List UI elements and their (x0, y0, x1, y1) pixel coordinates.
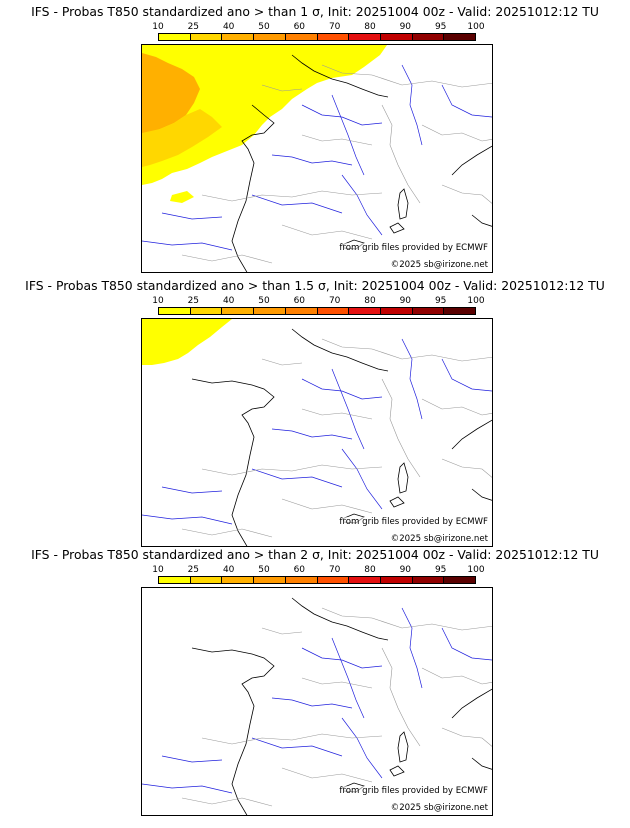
colorbar-swatch (222, 308, 255, 314)
panel-title: IFS - Probas T850 standardized ano > tha… (31, 547, 599, 562)
colorbar-swatch (222, 577, 255, 583)
colorbar-tick: 25 (187, 22, 200, 32)
map-frame: from grib files provided by ECMWF ©2025 … (141, 44, 493, 273)
colorbar-tick: 100 (467, 296, 485, 306)
colorbar-tick: 60 (293, 22, 306, 32)
colorbar-tick: 50 (258, 22, 270, 32)
colorbar-tick: 40 (222, 296, 235, 306)
colorbar (158, 576, 476, 584)
colorbar-swatch (190, 34, 223, 40)
map-panel-3: IFS - Probas T850 standardized ano > tha… (0, 547, 630, 817)
border-lines (181, 64, 492, 264)
colorbar-swatch (317, 34, 350, 40)
colorbar-tick: 100 (467, 22, 485, 32)
colorbar-swatch (254, 308, 286, 314)
colorbar-tick: 90 (399, 296, 412, 306)
colorbar-swatch (349, 308, 381, 314)
colorbar-tick: 40 (222, 22, 235, 32)
colorbar-tick: 70 (328, 296, 341, 306)
colorbar-tick: 80 (364, 296, 376, 306)
credit-copyright: ©2025 sb@irizone.net (390, 803, 488, 813)
credit-source: from grib files provided by ECMWF (339, 517, 488, 527)
colorbar-swatch (159, 308, 191, 314)
colorbar (158, 33, 476, 41)
panel-title: IFS - Probas T850 standardized ano > tha… (31, 4, 599, 19)
colorbar-swatch (285, 308, 318, 314)
colorbar-swatch (190, 308, 223, 314)
map-frame: from grib files provided by ECMWF ©2025 … (141, 587, 493, 816)
colorbar-swatch (444, 308, 476, 314)
colorbar-tick: 90 (399, 565, 412, 575)
colorbar-swatch (317, 577, 350, 583)
map-panel-1: IFS - Probas T850 standardized ano > tha… (0, 4, 630, 274)
credit-copyright: ©2025 sb@irizone.net (390, 534, 488, 544)
probability-zone-yellow-patch (170, 191, 194, 203)
colorbar-swatch (412, 577, 445, 583)
colorbar-tick: 95 (434, 565, 447, 575)
credit-copyright: ©2025 sb@irizone.net (390, 260, 488, 270)
river-lines (142, 607, 492, 794)
colorbar-swatch (380, 577, 413, 583)
colorbar-tick: 10 (152, 296, 164, 306)
panel-title: IFS - Probas T850 standardized ano > tha… (25, 278, 605, 293)
colorbar-tick: 40 (222, 565, 235, 575)
colorbar-swatch (412, 308, 445, 314)
colorbar-tick: 80 (364, 565, 376, 575)
colorbar-swatch (380, 34, 413, 40)
river-lines (142, 338, 492, 525)
credit-source: from grib files provided by ECMWF (339, 243, 488, 253)
coastline (191, 328, 492, 546)
probability-map (142, 597, 492, 815)
colorbar-swatch (159, 577, 191, 583)
probability-zone-yellow (142, 319, 232, 365)
colorbar-swatch (159, 34, 191, 40)
colorbar-tick: 70 (328, 22, 341, 32)
colorbar-tick: 60 (293, 565, 306, 575)
probability-map (142, 319, 492, 546)
colorbar (158, 307, 476, 315)
colorbar-labels: 10 25 40 50 60 70 80 90 95 100 (152, 565, 484, 577)
colorbar-swatch (190, 577, 223, 583)
colorbar-swatch (317, 308, 350, 314)
colorbar-swatch (254, 577, 286, 583)
colorbar-tick: 10 (152, 22, 164, 32)
map-frame: from grib files provided by ECMWF ©2025 … (141, 318, 493, 547)
colorbar-swatch (254, 34, 286, 40)
colorbar-swatch (222, 34, 255, 40)
colorbar-tick: 50 (258, 565, 270, 575)
colorbar-tick: 95 (434, 296, 447, 306)
probability-zone-light-orange (142, 109, 222, 167)
colorbar-swatch (285, 34, 318, 40)
colorbar-swatch (444, 577, 476, 583)
colorbar-tick: 80 (364, 22, 376, 32)
colorbar-swatch (349, 577, 381, 583)
colorbar-tick: 100 (467, 565, 485, 575)
colorbar-swatch (444, 34, 476, 40)
colorbar-tick: 90 (399, 22, 412, 32)
probability-zone-orange (142, 53, 200, 135)
colorbar-swatch (349, 34, 381, 40)
border-lines (181, 338, 492, 538)
map-panel-2: IFS - Probas T850 standardized ano > tha… (0, 278, 630, 548)
coastline (191, 597, 492, 815)
colorbar-tick: 10 (152, 565, 164, 575)
colorbar-swatch (380, 308, 413, 314)
colorbar-tick: 25 (187, 296, 200, 306)
river-lines (142, 64, 492, 251)
colorbar-tick: 70 (328, 565, 341, 575)
colorbar-tick: 60 (293, 296, 306, 306)
colorbar-labels: 10 25 40 50 60 70 80 90 95 100 (152, 296, 484, 308)
probability-map (142, 45, 492, 272)
colorbar-swatch (412, 34, 445, 40)
colorbar-tick: 25 (187, 565, 200, 575)
colorbar-tick: 50 (258, 296, 270, 306)
colorbar-tick: 95 (434, 22, 447, 32)
colorbar-labels: 10 25 40 50 60 70 80 90 95 100 (152, 22, 484, 34)
colorbar-swatch (285, 577, 318, 583)
border-lines (181, 607, 492, 807)
credit-source: from grib files provided by ECMWF (339, 786, 488, 796)
